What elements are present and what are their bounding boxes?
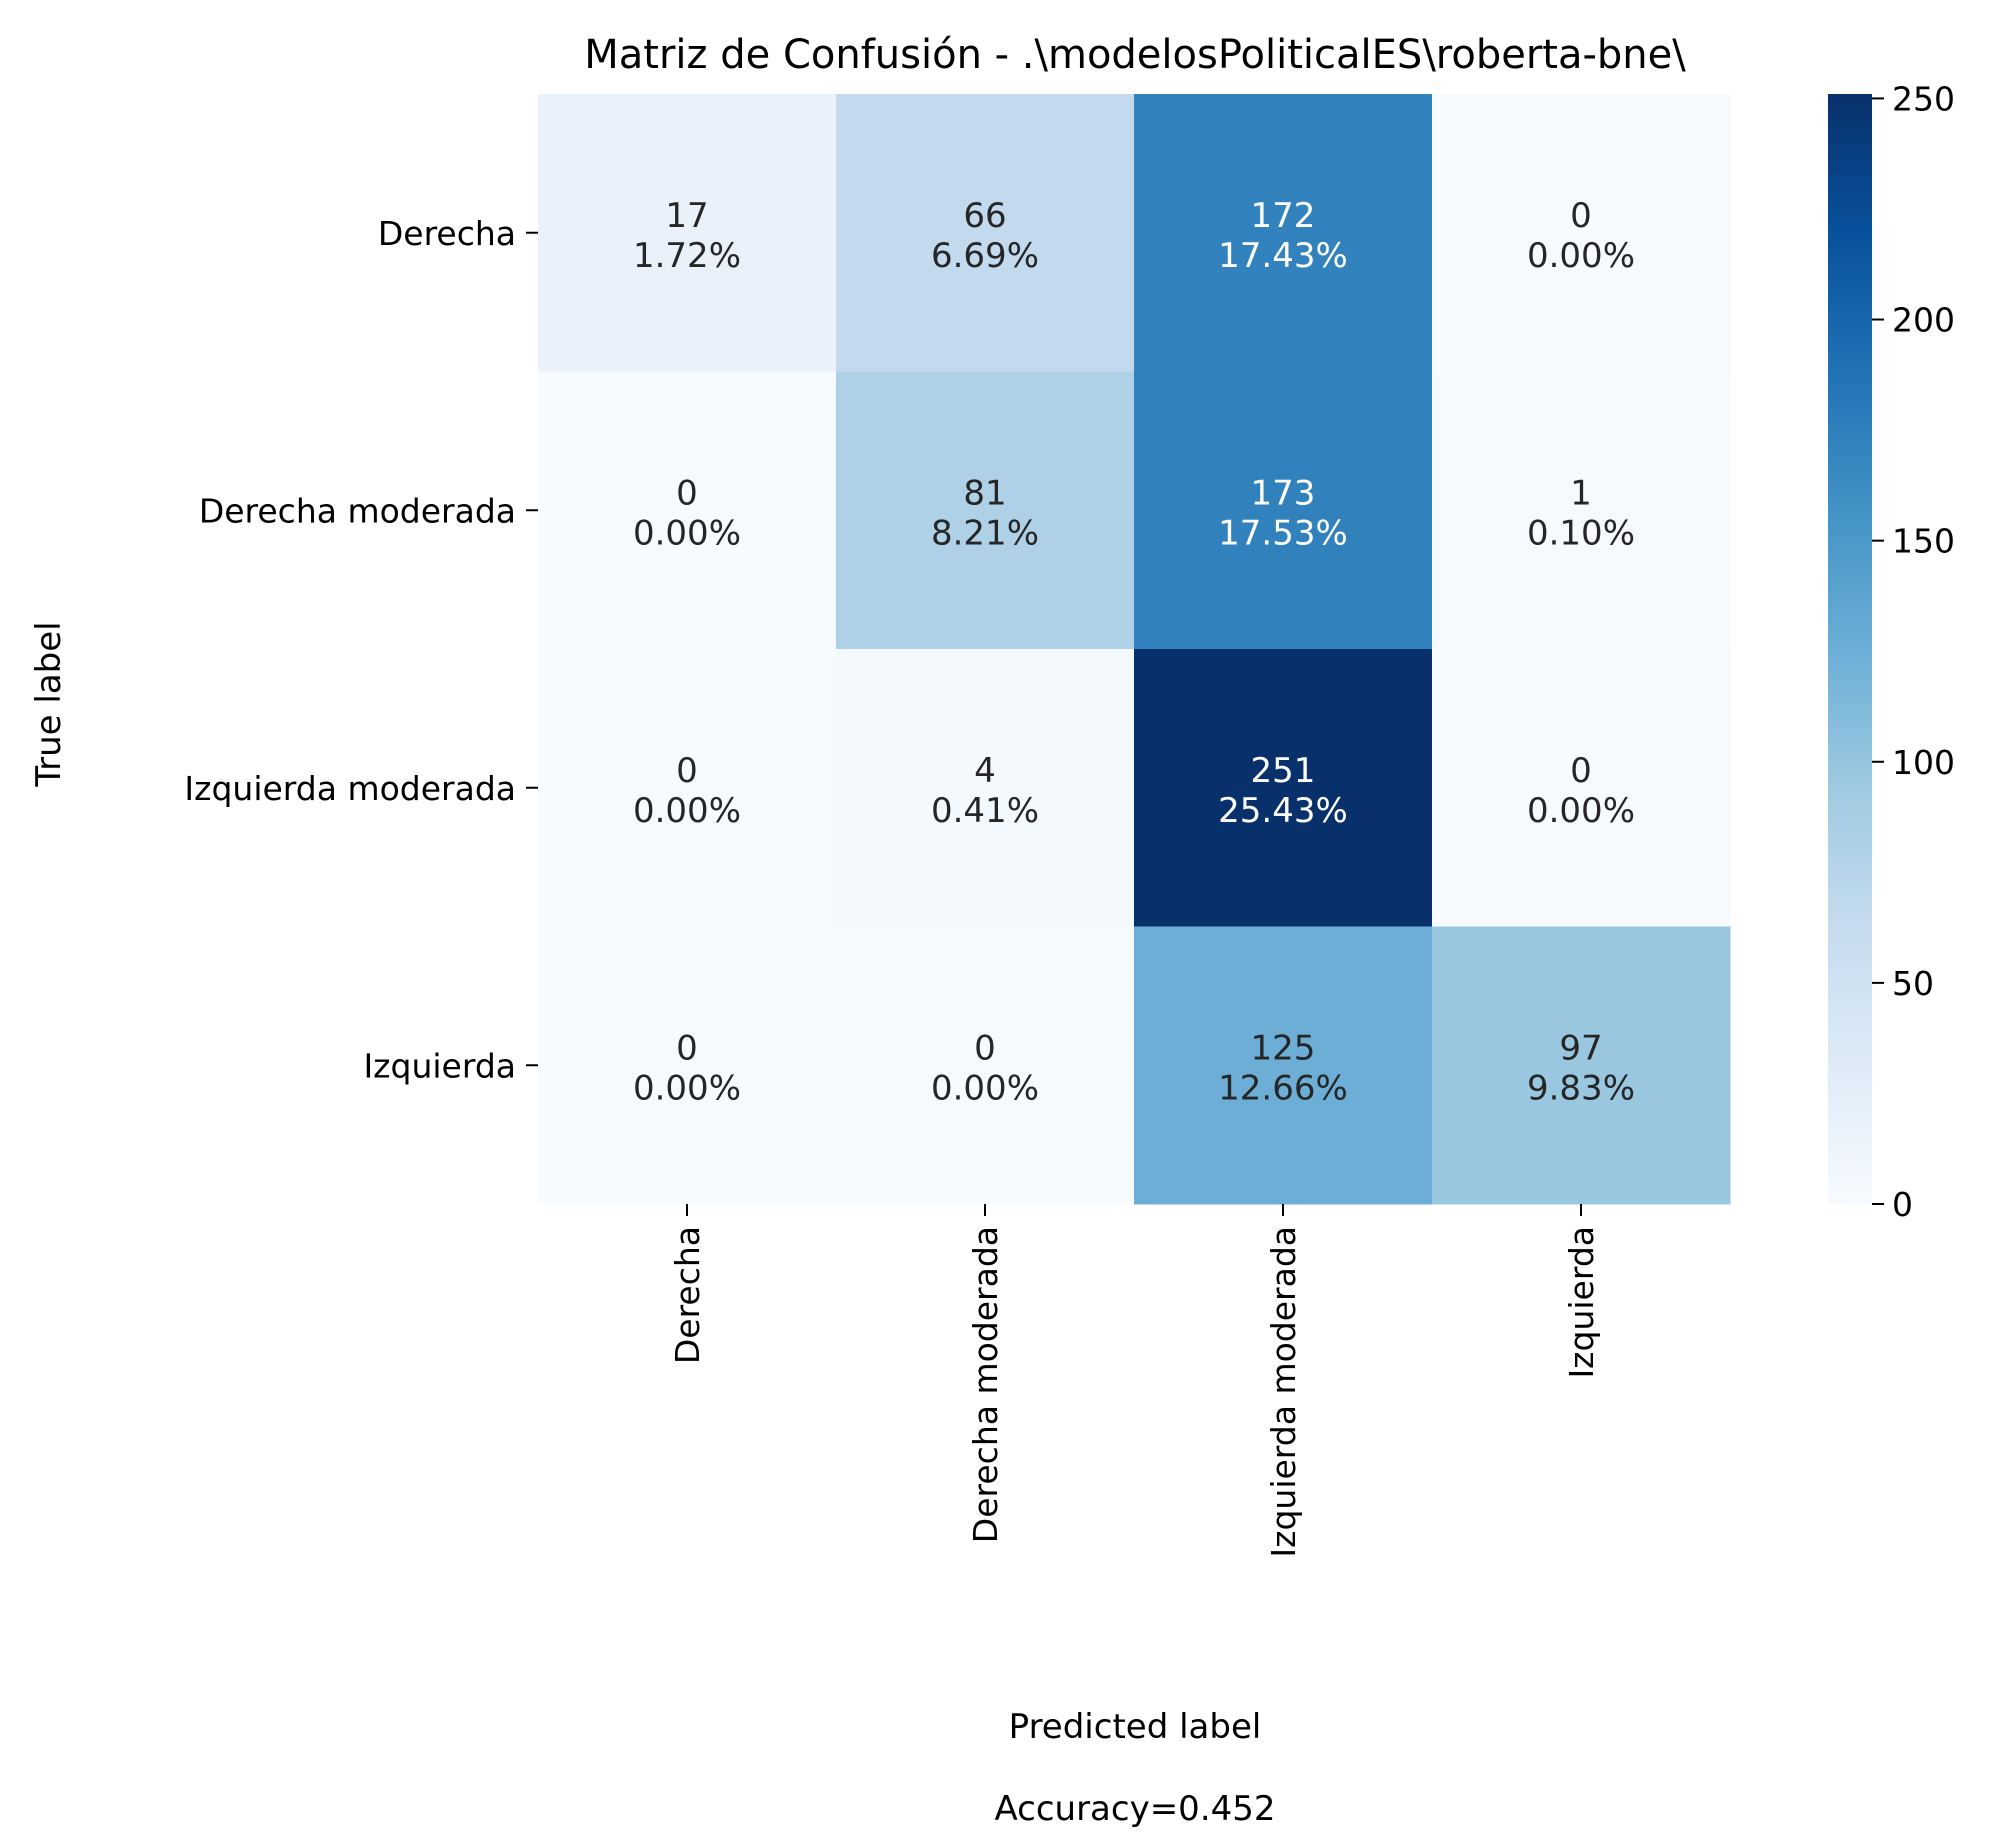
row-tick-label: Derecha moderada — [199, 491, 516, 530]
row-tick-label: Derecha — [378, 214, 516, 253]
heatmap-cell — [836, 94, 1135, 372]
cell-percentage-label: 0.00% — [633, 1068, 741, 1108]
chart-title: Matriz de Confusión - .\modelosPolitical… — [584, 32, 1686, 78]
cell-percentage-label: 17.43% — [1218, 236, 1348, 276]
cell-count-label: 125 — [1251, 1028, 1316, 1068]
heatmap-cell — [1134, 926, 1433, 1205]
heatmap-cell — [836, 371, 1135, 650]
cell-count-label: 81 — [963, 473, 1006, 513]
cell-count-label: 0 — [1570, 751, 1592, 791]
cell-percentage-label: 9.83% — [1527, 1068, 1635, 1108]
heatmap-cell — [1134, 371, 1433, 650]
cell-percentage-label: 1.72% — [633, 236, 741, 276]
row-tick-label: Izquierda — [363, 1046, 516, 1085]
heatmap-cell — [538, 94, 837, 372]
cell-count-label: 97 — [1559, 1028, 1602, 1068]
heatmap-cell — [538, 371, 837, 650]
heatmap-cell — [836, 649, 1135, 927]
cell-count-label: 17 — [665, 196, 708, 236]
heatmap-cells: 171.72%666.69%17217.43%00.00%00.00%818.2… — [538, 94, 1731, 1205]
cell-percentage-label: 0.10% — [1527, 513, 1635, 553]
cell-count-label: 173 — [1251, 473, 1316, 513]
col-tick-label: Derecha moderada — [966, 1226, 1005, 1543]
colorbar-tick-label: 100 — [1892, 743, 1955, 782]
cell-percentage-label: 25.43% — [1218, 791, 1348, 831]
col-tick-label: Derecha — [668, 1226, 707, 1364]
cell-count-label: 0 — [1570, 196, 1592, 236]
heatmap-cell — [1432, 94, 1731, 372]
cell-percentage-label: 0.00% — [1527, 236, 1635, 276]
colorbar-tick-label: 0 — [1892, 1185, 1913, 1224]
cell-count-label: 172 — [1251, 196, 1316, 236]
col-tick-label: Izquierda — [1562, 1226, 1601, 1379]
colorbar-tick-label: 200 — [1892, 301, 1955, 340]
cell-count-label: 4 — [974, 751, 996, 791]
heatmap-cell — [538, 649, 837, 927]
cell-count-label: 251 — [1251, 751, 1316, 791]
cell-percentage-label: 0.41% — [931, 791, 1039, 831]
row-tick-labels: Derecha Derecha moderada Izquierda moderad… — [184, 214, 538, 1085]
heatmap-cell — [1432, 926, 1731, 1205]
cell-count-label: 0 — [676, 751, 698, 791]
colorbar-tick-label: 50 — [1892, 964, 1934, 1003]
col-tick-labels: Derecha Derecha moderada Izquierda moderad… — [668, 1204, 1601, 1558]
x-axis-title: Predicted label — [1009, 1707, 1262, 1747]
cell-percentage-label: 8.21% — [931, 513, 1039, 553]
colorbar — [1828, 94, 1872, 1204]
cell-percentage-label: 0.00% — [633, 513, 741, 553]
cell-percentage-label: 0.00% — [1527, 791, 1635, 831]
cell-percentage-label: 12.66% — [1218, 1068, 1348, 1108]
heatmap-cell — [836, 926, 1135, 1205]
colorbar-tick-label: 150 — [1892, 522, 1955, 561]
col-tick-label: Izquierda moderada — [1264, 1226, 1303, 1558]
heatmap-cell — [1134, 94, 1433, 372]
row-tick-label: Izquierda moderada — [184, 769, 516, 808]
cell-percentage-label: 0.00% — [931, 1068, 1039, 1108]
cell-count-label: 0 — [974, 1028, 996, 1068]
heatmap-cell — [1134, 649, 1433, 927]
cell-percentage-label: 0.00% — [633, 791, 741, 831]
cell-percentage-label: 17.53% — [1218, 513, 1348, 553]
cell-count-label: 1 — [1570, 473, 1592, 513]
heatmap-cell — [1432, 371, 1731, 650]
heatmap-cell — [538, 926, 837, 1205]
y-axis-title: True label — [29, 621, 69, 787]
heatmap-cell — [1432, 649, 1731, 927]
colorbar-ticks: 0 50 100 150 200 250 — [1872, 79, 1955, 1224]
cell-count-label: 0 — [676, 473, 698, 513]
cell-percentage-label: 6.69% — [931, 236, 1039, 276]
cell-count-label: 0 — [676, 1028, 698, 1068]
cell-count-label: 66 — [963, 196, 1006, 236]
colorbar-tick-label: 250 — [1892, 79, 1955, 118]
accuracy-footer: Accuracy=0.452 — [994, 1789, 1275, 1829]
